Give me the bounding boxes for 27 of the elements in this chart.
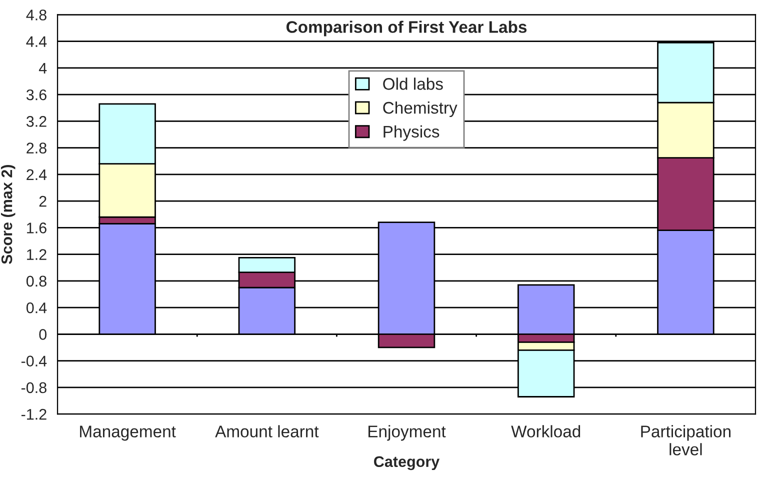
x-tick-label: Workload: [511, 425, 580, 438]
x-tick-label: Management: [80, 426, 176, 441]
legend-label: Chemistry: [383, 101, 458, 118]
legend-label: Old labs: [383, 78, 443, 90]
y-tick-label: 1.2: [27, 249, 46, 260]
y-tick-label: 2.8: [26, 142, 46, 154]
y-tick-label: 0.4: [26, 302, 47, 314]
legend-label: Physics: [384, 125, 440, 141]
y-tick-label: 4.8: [26, 10, 46, 20]
y-axis-title: Score (max 2): [0, 165, 16, 264]
x-tick-label: Enjoyment: [368, 425, 446, 441]
y-tick-label: 1.6: [27, 222, 46, 234]
x-tick-label: Amount learnt: [215, 425, 319, 438]
y-tick-label: 0: [39, 329, 47, 340]
x-tick-label: Participation level: [641, 425, 730, 456]
y-tick-label: 4: [38, 62, 47, 74]
y-tick-label: 2: [39, 196, 46, 207]
y-tick-label: -0.4: [21, 356, 47, 366]
y-tick-label: 2.4: [26, 169, 47, 180]
y-tick-label: 0.8: [26, 276, 46, 287]
y-tick-label: 3.2: [26, 116, 46, 127]
y-tick-label: 4.4: [26, 36, 47, 47]
y-tick-label: -0.8: [21, 382, 46, 394]
x-axis-title: Category: [374, 456, 440, 470]
chart-title: Comparison of First Year Labs: [286, 20, 527, 36]
y-tick-label: 3.6: [26, 89, 46, 100]
y-tick-label: -1.2: [21, 408, 46, 420]
